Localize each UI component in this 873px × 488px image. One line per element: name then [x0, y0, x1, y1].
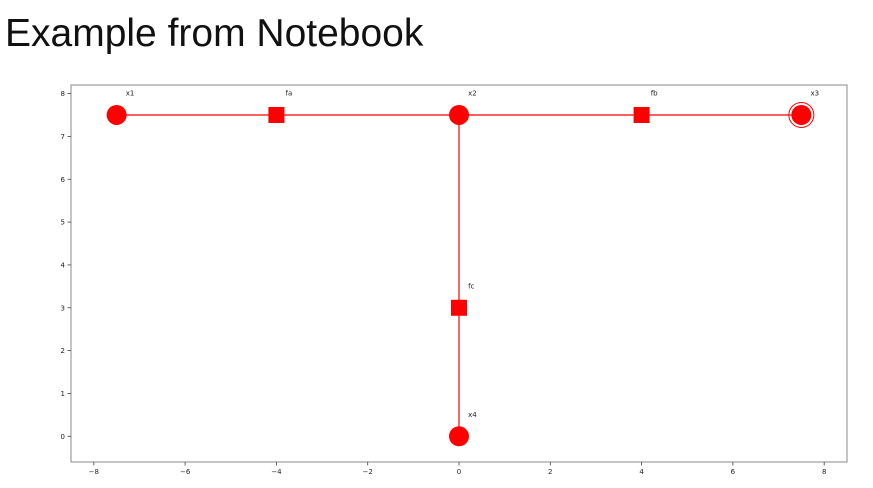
x-tick-label: 4 [639, 468, 644, 476]
factor-node-fa [268, 106, 285, 123]
y-tick-label: 5 [61, 219, 65, 227]
x-tick-label: 0 [457, 468, 461, 476]
x-tick-label: −4 [271, 468, 282, 476]
y-tick-label: 0 [61, 433, 65, 441]
y-tick-label: 1 [61, 390, 65, 398]
y-tick-label: 4 [61, 261, 66, 269]
node-label-x1: x1 [126, 90, 135, 98]
y-tick-label: 2 [61, 347, 65, 355]
variable-node-x1 [106, 104, 127, 125]
node-label-fb: fb [651, 90, 658, 98]
labels-layer: x1 fa x2 fb x3 fc x4 [126, 90, 819, 419]
x-tick-label: −8 [89, 468, 99, 476]
x-tick-label: 8 [822, 468, 826, 476]
node-label-x3: x3 [810, 90, 819, 98]
y-tick-label: 7 [61, 133, 65, 141]
y-tick-label: 6 [61, 176, 66, 184]
node-label-fa: fa [286, 90, 293, 98]
x-tick-label: −2 [363, 468, 373, 476]
x-tick-label: 2 [548, 468, 552, 476]
y-axis-ticks: 0 1 2 3 4 5 6 7 8 [61, 90, 71, 441]
node-label-x4: x4 [468, 411, 477, 419]
x-tick-label: 6 [731, 468, 736, 476]
y-tick-label: 3 [61, 304, 65, 312]
x-tick-label: −6 [180, 468, 191, 476]
factor-node-fb [633, 106, 650, 123]
variable-node-ring-x3 [788, 101, 815, 128]
edges-layer [116, 114, 802, 437]
node-label-x2: x2 [468, 90, 477, 98]
y-tick-label: 8 [61, 90, 65, 98]
x-axis-ticks: −8 −6 −4 −2 0 2 4 6 8 [89, 462, 826, 476]
factor-node-fc [451, 299, 467, 316]
nodes-layer [106, 101, 815, 447]
variable-node-x2 [449, 104, 469, 125]
node-label-fc: fc [468, 282, 474, 290]
variable-node-x3 [791, 104, 812, 125]
variable-node-x4 [449, 426, 469, 447]
page-title: Example from Notebook [5, 12, 424, 55]
